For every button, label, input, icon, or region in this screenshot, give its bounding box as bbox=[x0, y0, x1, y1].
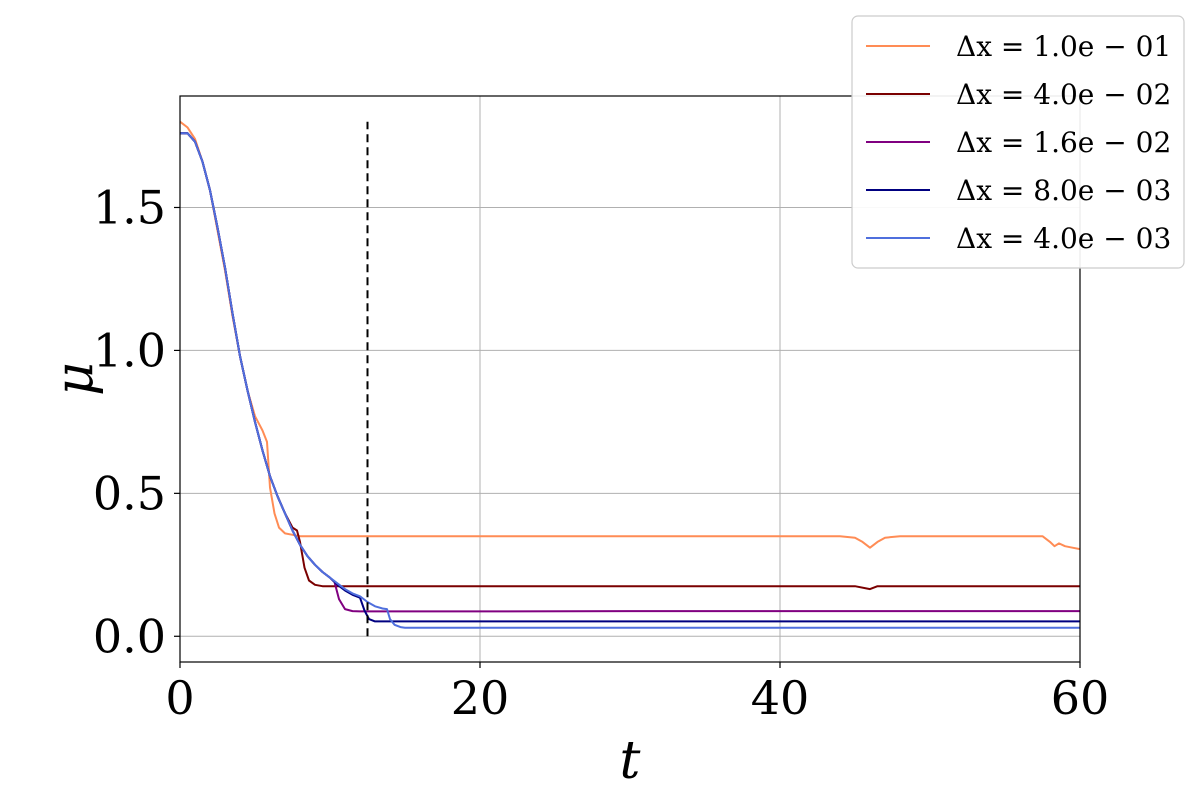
x-axis-ticks: 0 20 40 60 bbox=[165, 662, 1109, 725]
legend: Δx = 1.0e − 01 Δx = 4.0e − 02 Δx = 1.6e − … bbox=[851, 15, 1185, 269]
y-tick-label: 0.0 bbox=[93, 609, 166, 663]
x-axis-label: t bbox=[620, 731, 641, 791]
x-tick-label: 20 bbox=[451, 671, 510, 725]
legend-label: Δx = 1.0e − 01 bbox=[956, 30, 1171, 63]
x-tick-label: 0 bbox=[165, 671, 194, 725]
legend-box bbox=[851, 15, 1185, 269]
x-tick-label: 60 bbox=[1051, 671, 1110, 725]
legend-label: Δx = 4.0e − 02 bbox=[956, 78, 1171, 111]
y-tick-label: 1.5 bbox=[93, 180, 166, 234]
legend-label: Δx = 1.6e − 02 bbox=[956, 126, 1171, 159]
x-tick-label: 40 bbox=[751, 671, 810, 725]
y-axis-label: μ bbox=[45, 362, 105, 396]
series-group bbox=[179, 120, 1081, 629]
y-tick-label: 0.5 bbox=[93, 466, 166, 520]
legend-label: Δx = 8.0e − 03 bbox=[956, 174, 1171, 207]
legend-label: Δx = 4.0e − 03 bbox=[956, 222, 1171, 255]
y-axis-ticks: 0.0 0.5 1.0 1.5 bbox=[93, 180, 180, 663]
y-tick-label: 1.0 bbox=[93, 323, 166, 377]
plot-area-frame bbox=[179, 95, 1081, 663]
series-line-5 bbox=[180, 132, 1080, 629]
